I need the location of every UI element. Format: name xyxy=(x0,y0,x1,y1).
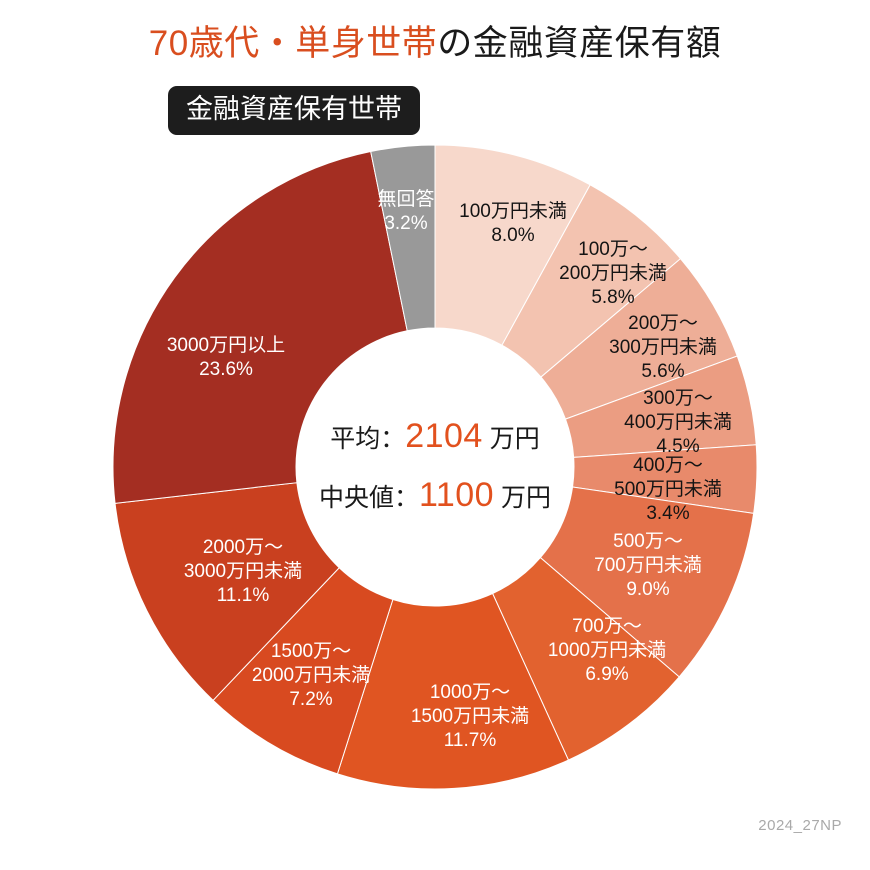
page-title-rest: の金融資産保有額 xyxy=(437,24,722,63)
status-badge: 金融資産保有世帯 xyxy=(168,86,420,135)
center-statistics: 平均：2104 万円 中央値：1100 万円 xyxy=(300,419,570,513)
median-value: 1100 xyxy=(418,476,495,514)
mean-row: 平均：2104 万円 xyxy=(300,419,570,454)
mean-unit: 万円 xyxy=(482,425,540,453)
donut-slice[interactable] xyxy=(370,144,436,332)
median-unit: 万円 xyxy=(494,484,552,512)
mean-value: 2104 xyxy=(405,417,483,455)
median-label: 中央値： xyxy=(318,484,419,512)
donut-slice[interactable] xyxy=(112,150,408,504)
donut-slice[interactable] xyxy=(114,482,340,702)
page-title-accent: 70歳代・単身世帯 xyxy=(148,24,438,63)
donut-slice-group xyxy=(112,144,758,790)
median-row: 中央値：1100 万円 xyxy=(300,478,570,513)
footer-note: 2024_27NP xyxy=(758,817,842,834)
page-title: 70歳代・単身世帯の金融資産保有額 xyxy=(0,22,870,66)
mean-label: 平均： xyxy=(330,425,406,453)
donut-slice[interactable] xyxy=(336,592,570,790)
